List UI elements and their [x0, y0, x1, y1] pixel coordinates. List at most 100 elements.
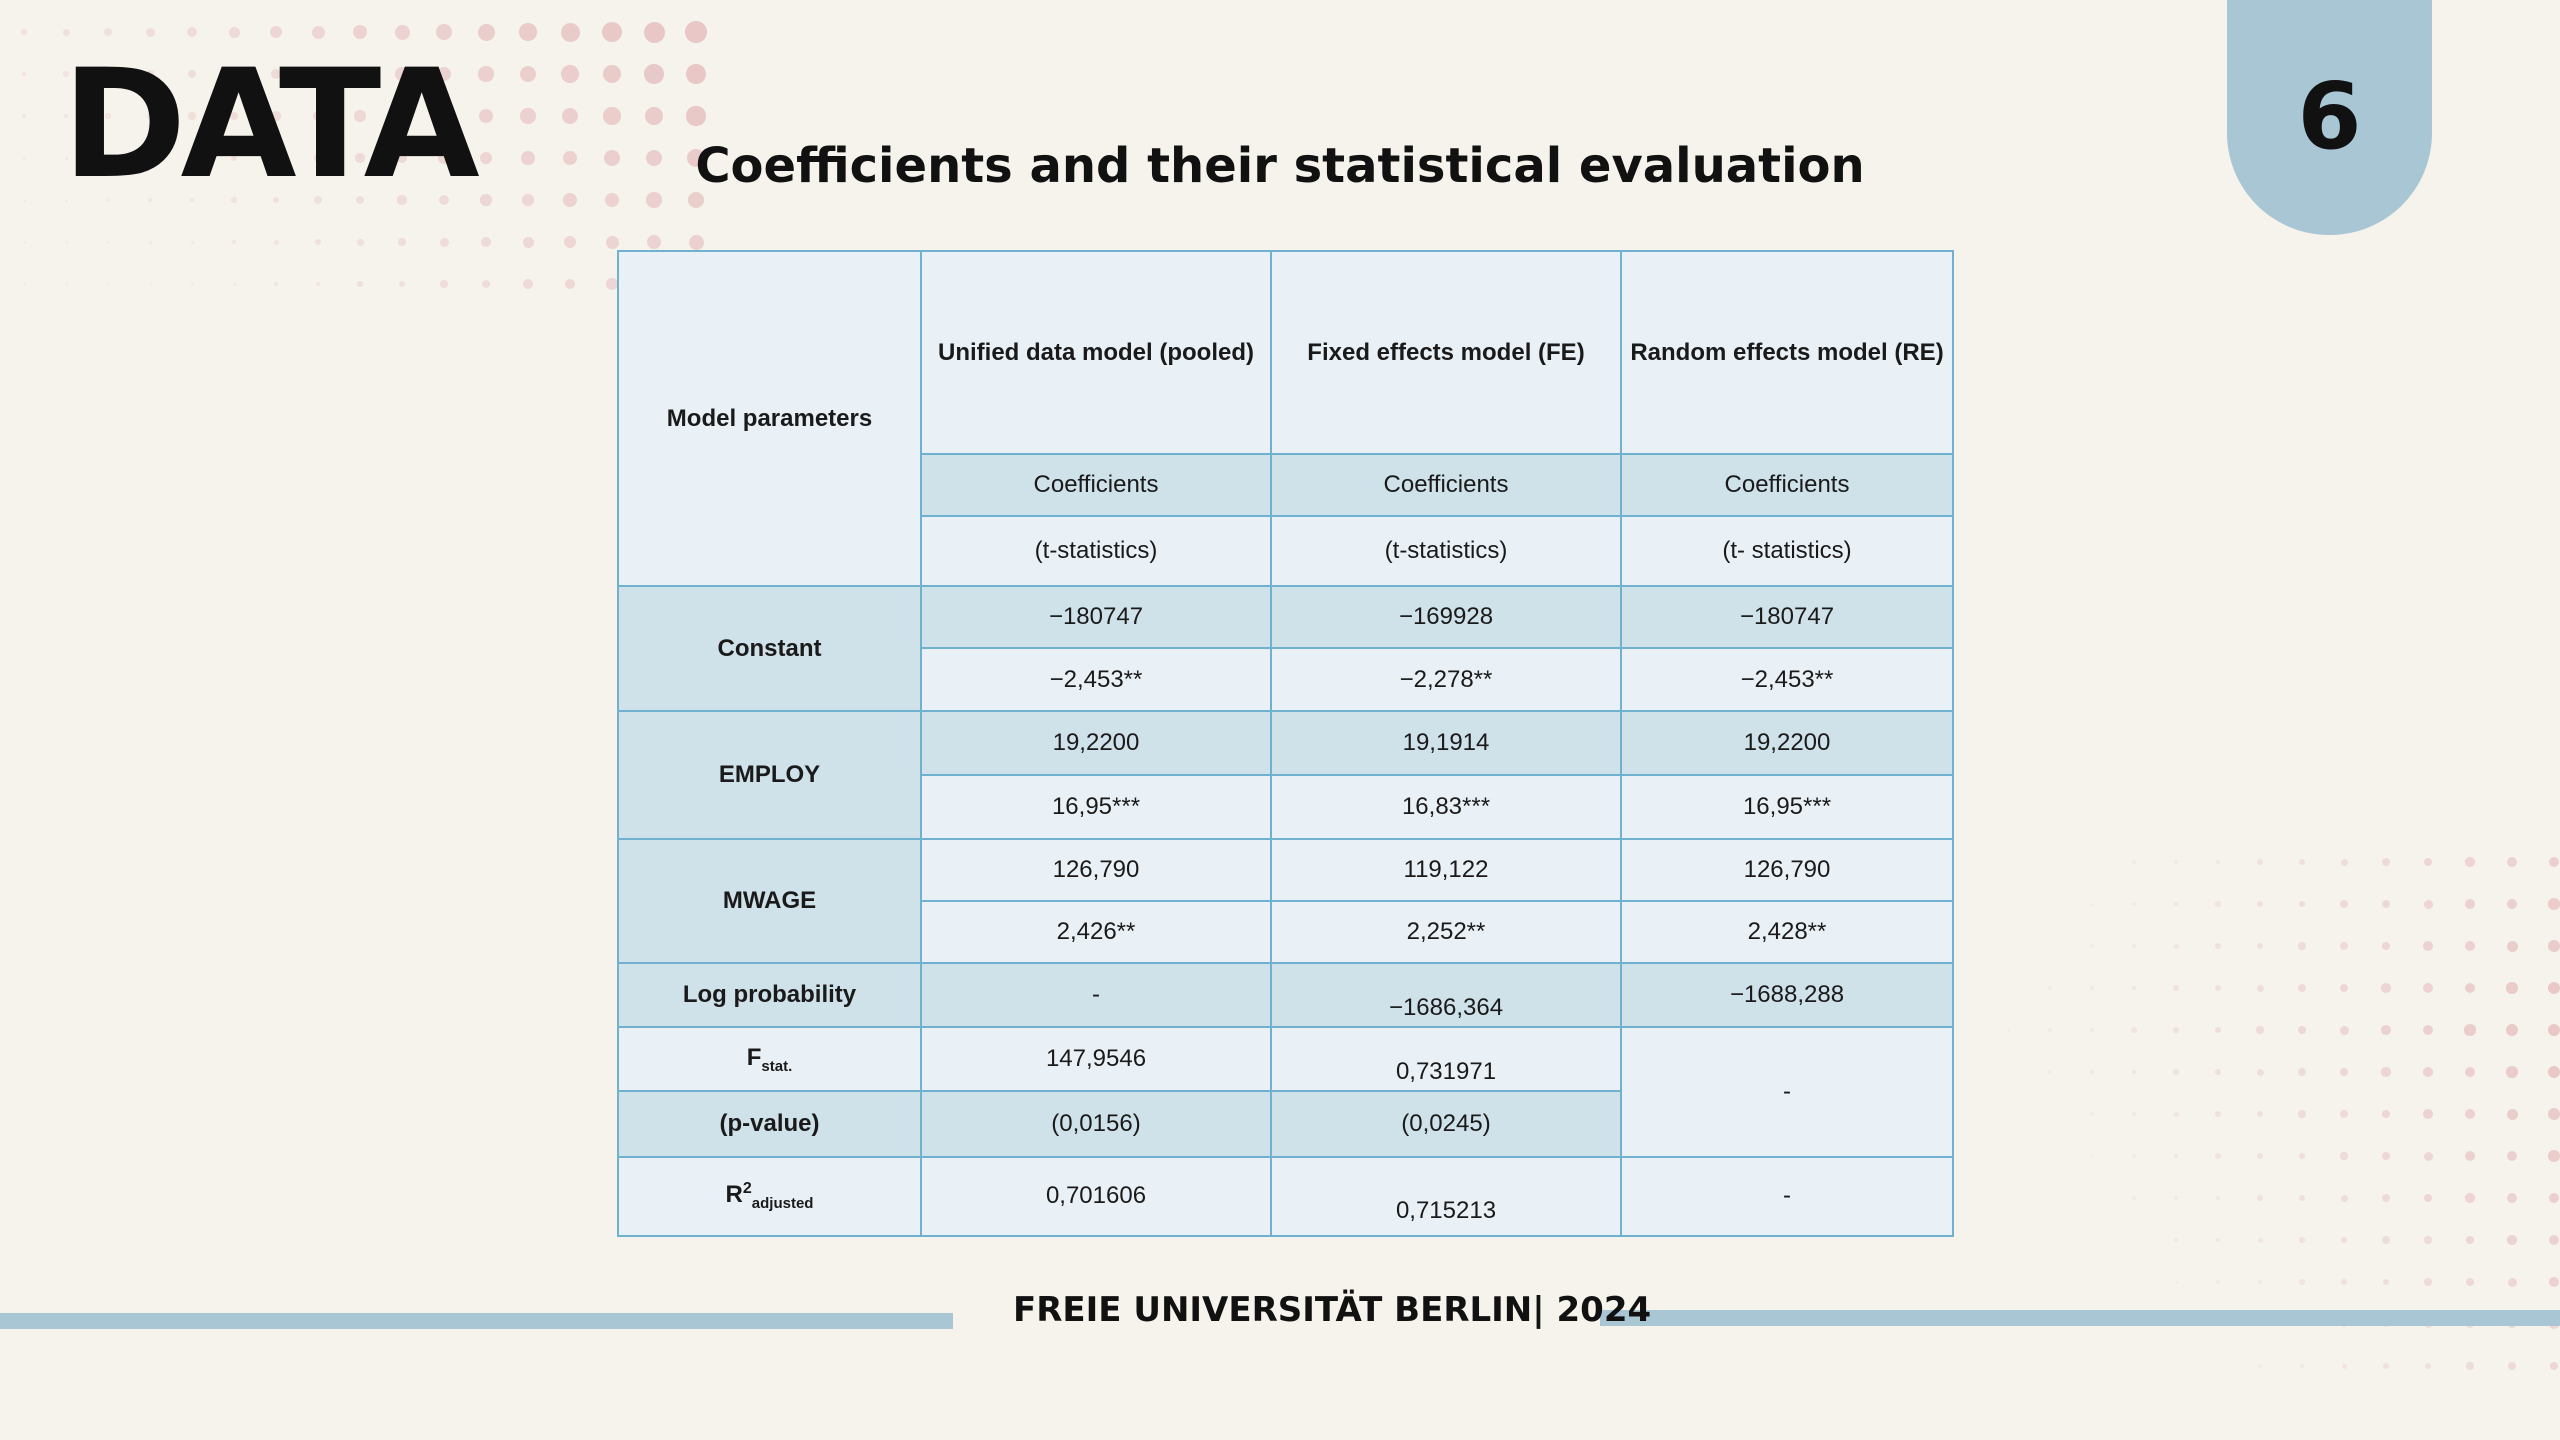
decorative-dot — [2131, 1111, 2137, 1117]
decorative-dot — [523, 279, 533, 289]
decorative-dot — [104, 70, 112, 78]
decorative-dot — [2466, 1362, 2474, 1370]
table-row-f-stat: Fstat. 147,9546 0,731971 - — [617, 1025, 1954, 1158]
decorative-dot — [2048, 1154, 2052, 1158]
decorative-dot — [2090, 1070, 2094, 1074]
decorative-dot — [228, 26, 240, 38]
decorative-dot — [104, 28, 112, 36]
table-cell: −1688,288 — [1620, 961, 1954, 1028]
subheader-cell: Coefficients — [1270, 453, 1622, 518]
decorative-dot — [2174, 1280, 2178, 1284]
decorative-dot — [2173, 1153, 2179, 1159]
decorative-dot — [271, 111, 281, 121]
decorative-dot — [2214, 984, 2222, 992]
decorative-dot — [2424, 1362, 2432, 1370]
decorative-dot — [563, 193, 577, 207]
decorative-dot — [2214, 1068, 2222, 1076]
decorative-dot — [2548, 1192, 2560, 1204]
table-cell: 16,95*** — [1620, 773, 1954, 840]
decorative-dot — [2382, 1194, 2390, 1202]
subheader-cell: Coefficients — [920, 453, 1272, 518]
decorative-dot — [481, 237, 491, 247]
decorative-dot — [2174, 860, 2178, 864]
decorative-dot — [315, 281, 321, 287]
decorative-dot — [146, 112, 154, 120]
decorative-dot — [2007, 903, 2009, 905]
decorative-dot — [2506, 940, 2518, 952]
row-label-constant: Constant — [617, 585, 922, 713]
decorative-dot — [2464, 1066, 2476, 1078]
decorative-dot — [2299, 1363, 2305, 1369]
decorative-dot — [106, 282, 110, 286]
table-cell: 126,790 — [920, 837, 1272, 902]
decorative-dot — [2507, 1235, 2517, 1245]
slide-title: Coefficients and their statistical evalu… — [0, 138, 2560, 194]
decorative-dot — [2049, 861, 2051, 863]
decorative-dot — [148, 282, 152, 286]
decorative-dot — [355, 153, 365, 163]
decorative-dot — [2548, 940, 2560, 952]
decorative-dot — [2256, 984, 2264, 992]
decorative-dot — [2423, 1067, 2433, 1077]
table-cell: −180747 — [1620, 585, 1954, 650]
decorative-dot — [2340, 1152, 2348, 1160]
decorative-dot — [2007, 945, 2009, 947]
decorative-dot — [2424, 1236, 2432, 1244]
decorative-dot — [190, 240, 194, 244]
decorative-dot — [564, 236, 576, 248]
decorative-dot — [354, 110, 366, 122]
decorative-dot — [2132, 860, 2136, 864]
decorative-dot — [437, 109, 451, 123]
decorative-dot — [2256, 942, 2264, 950]
decorative-dot — [2506, 898, 2518, 910]
decorative-dot — [2506, 1108, 2518, 1120]
coefficients-subheader-row: Coefficients Coefficients Coefficients — [618, 453, 1954, 518]
decorative-dot — [439, 237, 449, 247]
decorative-dot — [2131, 943, 2137, 949]
decorative-dot — [2133, 1365, 2135, 1367]
decorative-dot — [478, 108, 494, 124]
decorative-dot — [2298, 858, 2306, 866]
decorative-dot — [606, 278, 618, 290]
decorative-dot — [397, 195, 407, 205]
table-cell: 19,2200 — [920, 710, 1272, 776]
decorative-dot — [2549, 1361, 2559, 1371]
decorative-dot — [2007, 861, 2009, 863]
table-row-constant-tstat: −2,453** −2,278** −2,453** — [618, 647, 1954, 713]
decorative-dot — [2007, 1281, 2009, 1283]
decorative-dot — [2297, 1025, 2307, 1035]
decorative-dot — [2091, 1365, 2093, 1367]
row-label-mwage: MWAGE — [617, 837, 922, 964]
decorative-dot — [645, 149, 663, 167]
decorative-dot — [644, 106, 664, 126]
decorative-dot — [2506, 1024, 2518, 1036]
decorative-dot — [479, 151, 493, 165]
subheader-cell: (t- statistics) — [1620, 515, 1954, 588]
decorative-dot — [602, 22, 622, 42]
label-superscript: 2 — [742, 1180, 752, 1198]
model-name: Fixed effects model (FE) — [1307, 338, 1585, 366]
decorative-dot — [64, 156, 68, 160]
decorative-dot — [2006, 986, 2010, 990]
decorative-dot — [2215, 1111, 2221, 1117]
decorative-dot — [2090, 944, 2094, 948]
decorative-dot — [2341, 1363, 2347, 1369]
decorative-dot — [313, 153, 323, 163]
decorative-dot — [190, 282, 194, 286]
decorative-dot — [2298, 1152, 2306, 1160]
table-cell: 16,95*** — [920, 773, 1272, 840]
decorative-dot — [522, 236, 534, 248]
decorative-dot — [686, 106, 706, 126]
decorative-dot — [2090, 902, 2094, 906]
decorative-dot — [2381, 983, 2391, 993]
row-label-r2-adjusted: R2adjusted — [617, 1155, 922, 1238]
decorative-dot — [562, 150, 578, 166]
decorative-dot — [2383, 1363, 2389, 1369]
page-number-tab: 6 — [2227, 0, 2432, 235]
table-cell: −2,453** — [1620, 647, 1954, 713]
decorative-dot — [2506, 1150, 2518, 1162]
decorative-dot — [272, 196, 280, 204]
decorative-dot — [2548, 1234, 2560, 1246]
decorative-dot — [2257, 901, 2263, 907]
footer-text: FREIE UNIVERSITÄT BERLIN| 2024 — [1013, 1290, 1652, 1330]
